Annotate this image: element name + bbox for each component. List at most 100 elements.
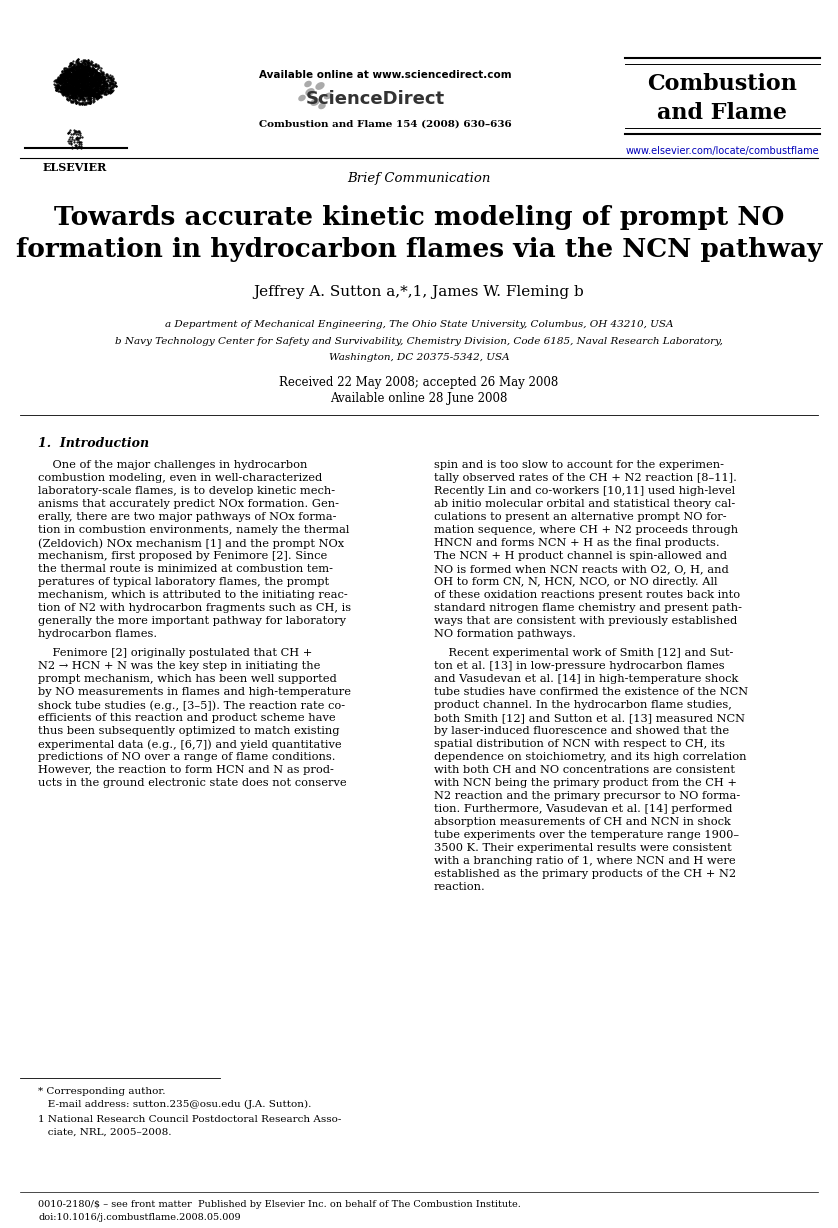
Point [84,79,97,98]
Point [66,72,80,92]
Point [83,90,96,109]
Point [96,69,109,88]
Point [54,74,67,93]
Point [79,64,92,84]
Point [63,63,76,82]
Point [72,93,85,113]
Point [54,70,67,90]
Point [91,55,105,75]
Point [78,71,91,91]
Point [64,65,77,85]
Point [78,59,91,79]
Point [61,75,75,95]
Point [62,77,75,97]
Point [100,79,113,98]
Point [71,63,85,82]
Point [67,85,80,104]
Point [84,84,97,103]
Point [76,88,90,108]
Point [86,69,100,88]
Point [64,131,77,151]
Point [96,80,109,99]
Point [92,85,106,104]
Point [73,77,86,97]
Point [75,84,89,103]
Point [78,85,91,104]
Point [60,80,74,99]
Point [59,60,73,80]
Point [67,80,80,99]
Point [57,64,70,84]
Point [67,61,80,81]
Point [77,92,91,112]
Point [59,65,72,85]
Point [94,64,107,84]
Point [74,69,87,88]
Point [89,80,102,99]
Point [73,123,86,142]
Point [54,70,68,90]
Point [81,80,95,99]
Point [61,70,75,90]
Point [60,65,74,85]
Point [69,93,82,113]
Point [98,80,111,99]
Point [65,70,79,90]
Point [70,70,84,90]
Point [66,75,80,95]
Point [62,123,75,142]
Point [91,74,104,93]
Point [73,84,86,103]
Point [79,69,92,88]
Point [72,84,85,103]
Point [85,70,99,90]
Point [92,56,106,76]
Point [84,64,97,84]
Point [95,79,108,98]
Point [80,64,93,84]
Point [61,82,75,102]
Point [61,61,75,81]
Point [78,63,91,82]
Ellipse shape [305,88,315,96]
Point [58,64,71,84]
Point [74,61,87,81]
Point [74,87,87,107]
Point [75,136,88,156]
Point [102,68,116,87]
Point [80,56,93,76]
Point [74,61,87,81]
Point [80,59,93,79]
Point [89,55,102,75]
Point [70,88,83,108]
Point [72,59,85,79]
Point [105,79,118,98]
Point [70,70,84,90]
Point [79,61,92,81]
Point [66,82,80,102]
Point [89,72,102,92]
Point [59,79,73,98]
Text: ab initio molecular orbital and statistical theory cal-: ab initio molecular orbital and statisti… [434,499,735,508]
Point [82,93,96,113]
Point [100,66,113,86]
Point [96,79,110,98]
Point [80,66,93,86]
Point [62,66,75,86]
Point [75,70,88,90]
Point [66,82,80,102]
Point [69,69,82,88]
Point [59,63,72,82]
Point [103,68,116,87]
Point [66,65,80,85]
Point [89,81,102,101]
Point [84,68,97,87]
Point [85,79,98,98]
Point [60,71,74,91]
Point [90,84,103,103]
Point [81,58,95,77]
Point [62,60,75,80]
Point [93,69,106,88]
Point [100,74,113,93]
Point [71,72,85,92]
